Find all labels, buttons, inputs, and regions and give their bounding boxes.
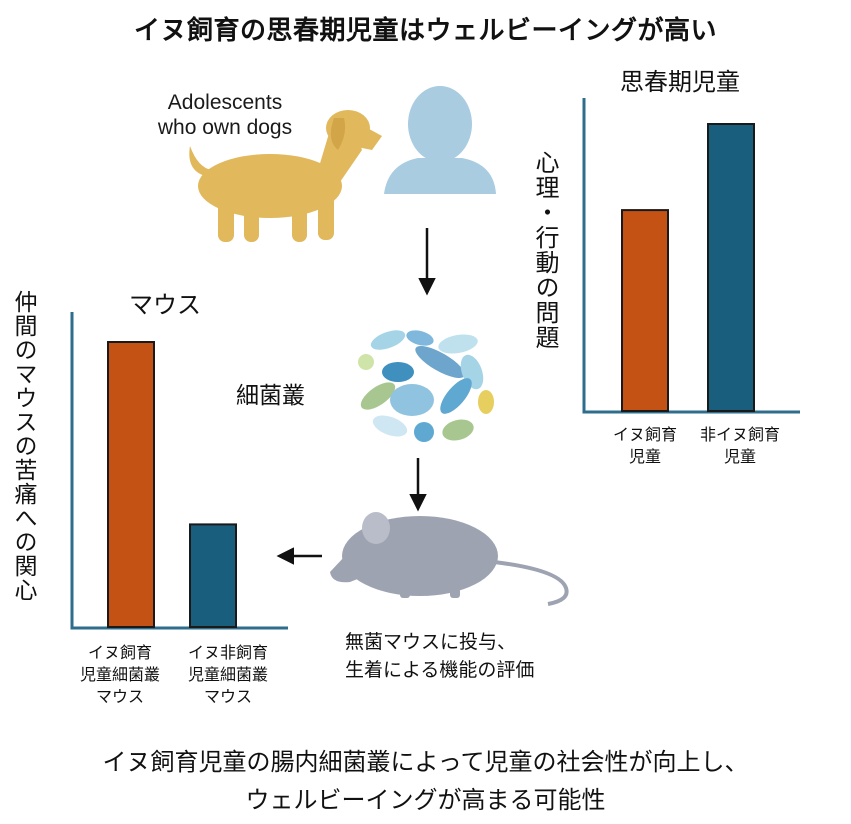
person-icon: [384, 86, 496, 194]
mouse-category-nondog: イヌ非飼育 児童細菌叢 マウス: [187, 643, 268, 706]
adolescent-category-dog: イヌ飼育 児童: [612, 425, 677, 466]
adolescent-bar-nondog: [707, 123, 755, 412]
transplant-note-line-2: 生着による機能の評価: [345, 659, 535, 681]
adolescent-chart-title: 思春期児童: [620, 68, 740, 96]
adolescent-category-nondog: 非イヌ飼育 児童: [699, 425, 780, 466]
bacteria-cluster-icon: [358, 330, 494, 442]
conclusion: イヌ飼育児童の腸内細菌叢によって児童の社会性が向上し、 ウェルビーイングが高まる…: [0, 743, 851, 819]
microbiota-label: 細菌叢: [236, 383, 305, 409]
transplant-note-line-1: 無菌マウスに投与、: [345, 631, 517, 653]
dog-owner-caption: Adolescents who own dogs: [157, 91, 293, 139]
transplant-note: 無菌マウスに投与、 生着による機能の評価: [345, 628, 605, 684]
adolescent-chart-axis: [582, 98, 800, 414]
adolescent-bars: [621, 123, 755, 412]
mouse-category-dog: イヌ飼育 児童細菌叢 マウス: [79, 643, 160, 706]
conclusion-line-2: ウェルビーイングが高まる可能性: [245, 786, 606, 814]
adolescent-chart-ylabel: 心理・行動の問題: [531, 150, 559, 350]
mouse-icon: [330, 512, 569, 606]
mouse-chart-axis: [70, 312, 288, 630]
dog-icon: [189, 110, 382, 242]
mouse-chart-title: マウス: [129, 291, 201, 319]
mouse-bar-dog: [107, 341, 155, 628]
mouse-chart-ylabel: 仲間のマウスの苦痛への関心: [10, 290, 36, 602]
mouse-bar-nondog: [189, 523, 237, 629]
diagram-title: イヌ飼育の思春期児童はウェルビーイングが高い: [133, 16, 717, 46]
conclusion-line-1: イヌ飼育児童の腸内細菌叢によって児童の社会性が向上し、: [102, 748, 749, 776]
mouse-bars: [107, 341, 237, 629]
adolescent-bar-dog: [621, 209, 669, 412]
